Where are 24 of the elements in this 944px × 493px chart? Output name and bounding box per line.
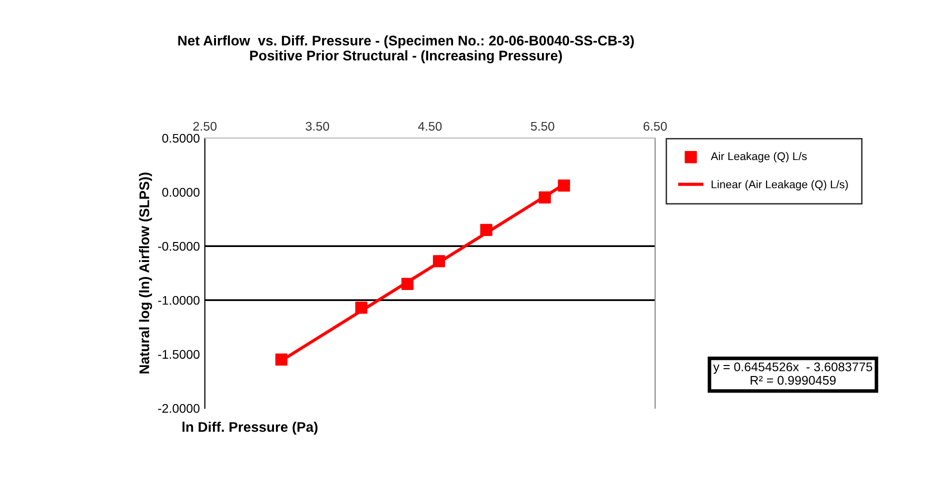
legend-label: Air Leakage (Q) L/s: [710, 152, 807, 162]
y-tick-label: -2.0000: [158, 404, 200, 413]
x-tick-label: 4.50: [418, 122, 442, 131]
x-tick-label: 3.50: [306, 122, 330, 131]
y-tick-label: 0.0000: [162, 188, 200, 197]
x-tick-label: 5.50: [530, 122, 554, 131]
point: [480, 224, 492, 236]
y-tick-label: -0.5000: [158, 242, 200, 251]
point: [401, 278, 414, 290]
chart-title: Net Airflow vs. Diff. Pressure - (Specimen No.: 20-06-B0040-SS-CB-3) Positive Prior Structural - (Increasing Pressure): [178, 35, 634, 64]
point: [432, 255, 446, 268]
y-tick-label: 0.5000: [162, 134, 200, 143]
x-axis-title: ln Diff. Pressure (Pa): [182, 422, 318, 435]
point: [275, 354, 288, 366]
y-tick-label: -1.0000: [158, 296, 200, 305]
x-tick-label: 2.50: [193, 122, 217, 131]
y-axis-title: Natural log (ln) Airflow (SLPS)): [139, 172, 152, 374]
y-tick-label: -1.5000: [158, 350, 200, 359]
text: y = 0.6454526x - 3.6083775 R² = 0.9990459: [713, 362, 872, 385]
legend-label: Linear (Air Leakage (Q) L/s): [712, 180, 848, 190]
point: [355, 302, 368, 314]
point: [538, 191, 551, 204]
point: [558, 180, 570, 192]
x-tick-label: 6.50: [644, 122, 667, 131]
